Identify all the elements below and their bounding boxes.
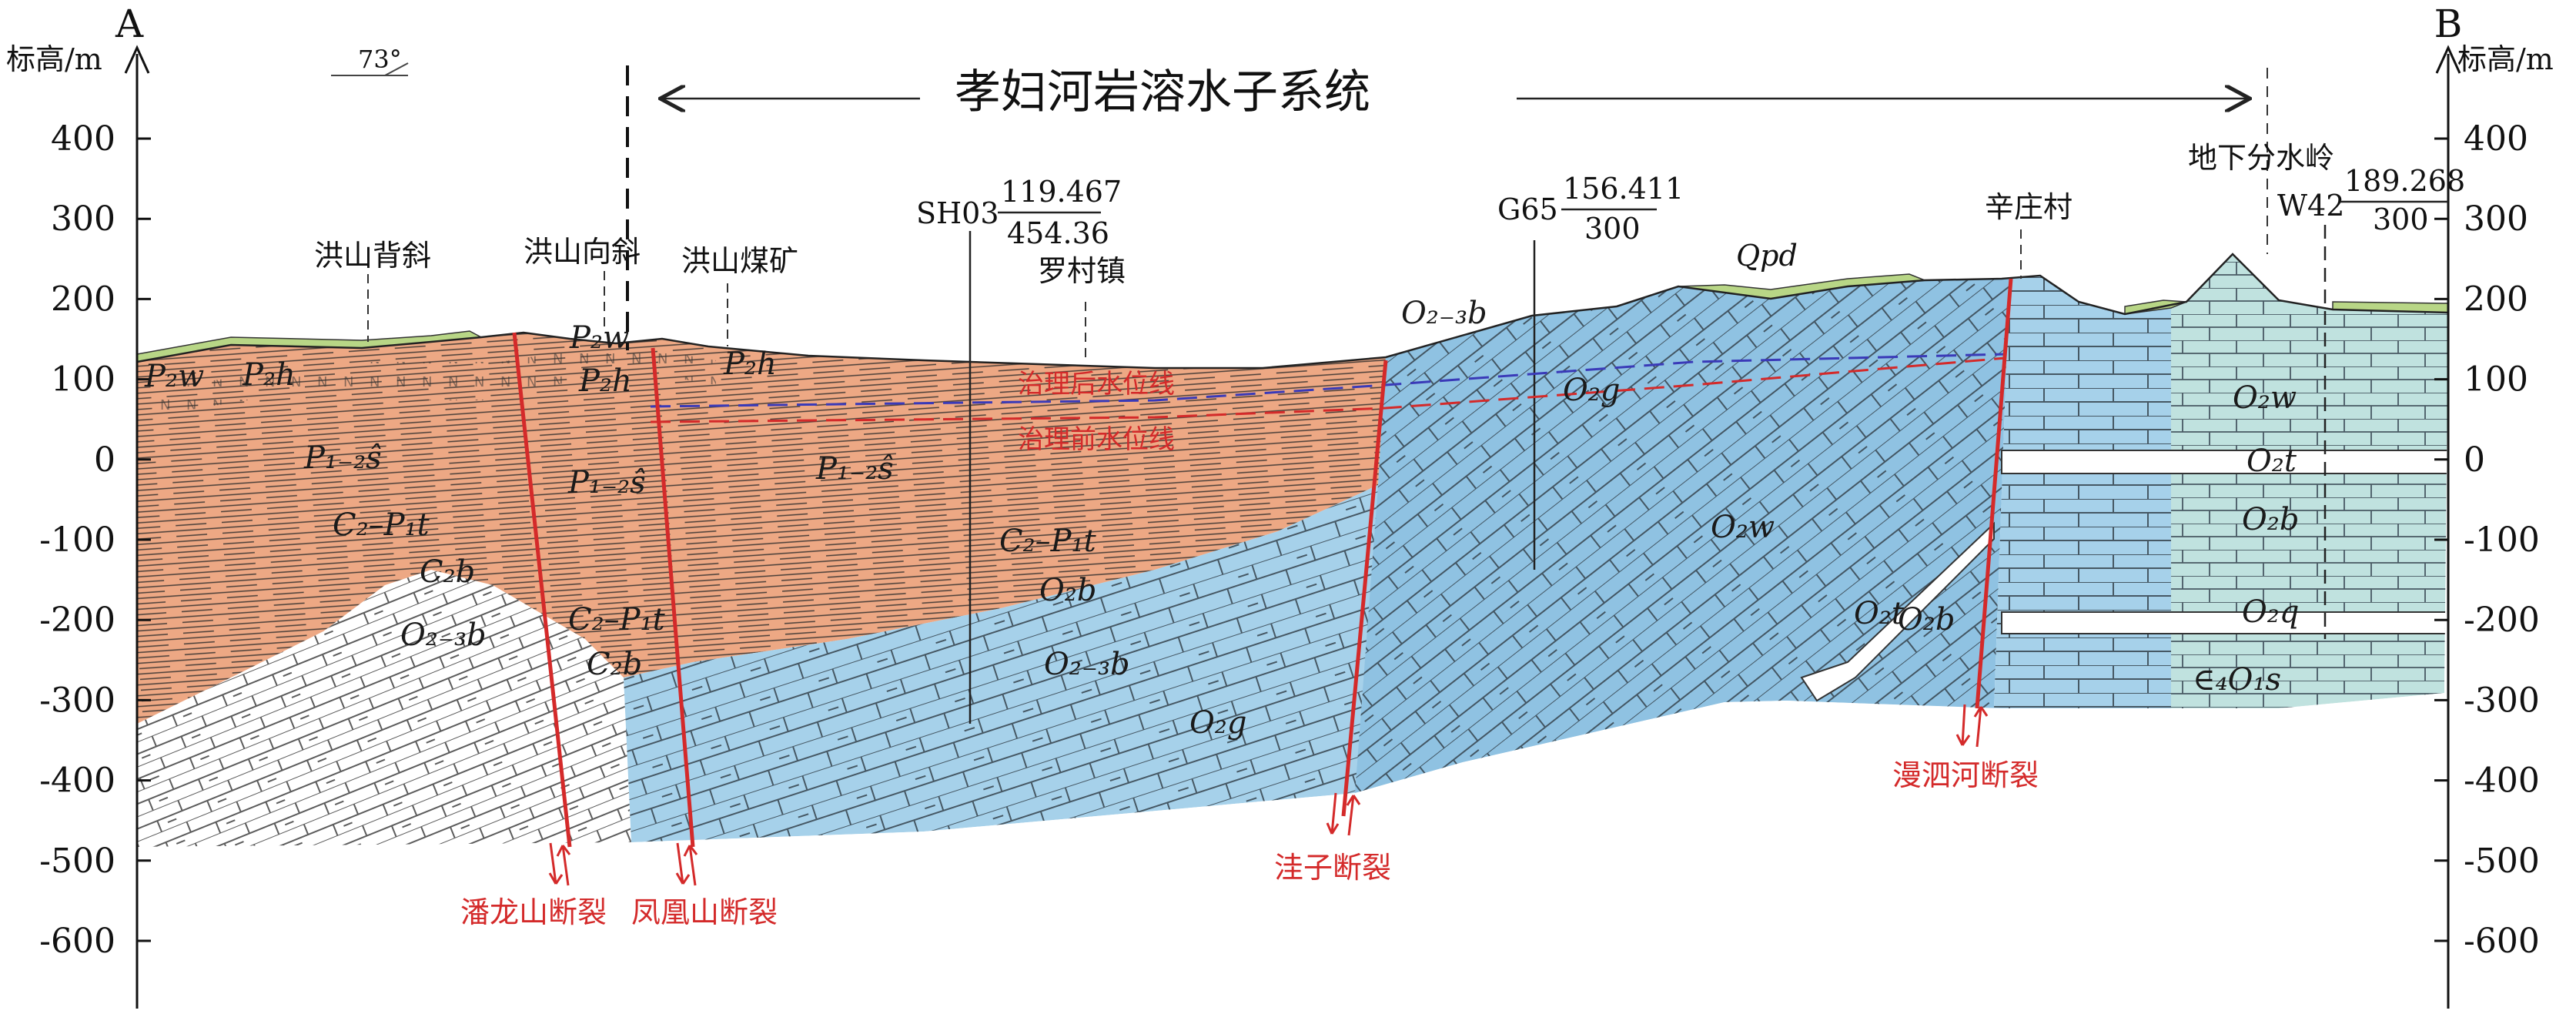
- svg-text:W42: W42: [2277, 189, 2344, 223]
- endpoint-b: B: [2434, 2, 2463, 46]
- stratum-labels: P₂w P₂h P₂w P₂h P₂h P₁₋₂ŝ P₁₋₂ŝ P₁₋₂ŝ C₂…: [144, 296, 2299, 741]
- right-tick-label: 100: [2464, 360, 2528, 400]
- label-xinzhuang: 辛庄村: [1985, 190, 2073, 224]
- svg-text:∈₄O₁s: ∈₄O₁s: [2193, 662, 2281, 698]
- left-tick-label: -200: [39, 601, 115, 640]
- svg-text:C₂–P₁t: C₂–P₁t: [999, 524, 1097, 559]
- left-tick-label: 300: [51, 199, 115, 239]
- water-level-before: [650, 356, 2006, 423]
- left-tick-label: -300: [39, 681, 115, 720]
- right-tick-label: -600: [2464, 922, 2540, 961]
- right-tick-label: -400: [2464, 761, 2540, 801]
- svg-text:P₂h: P₂h: [723, 346, 777, 382]
- svg-text:156.411: 156.411: [1563, 172, 1684, 206]
- svg-text:P₁₋₂ŝ: P₁₋₂ŝ: [567, 465, 646, 500]
- svg-text:P₂w: P₂w: [144, 359, 204, 394]
- svg-text:O₂b: O₂b: [1898, 602, 1955, 637]
- svg-text:454.36: 454.36: [1007, 216, 1109, 250]
- well-w42: W42 189.268 300: [2277, 164, 2465, 236]
- water-level-after: [650, 353, 2006, 408]
- svg-text:C₂–P₁t: C₂–P₁t: [568, 602, 666, 637]
- right-axis-ticks: 400 300 200 100 0 -100 -200 -300 -400 -500 -600: [2434, 119, 2540, 961]
- label-hongshan-mine: 洪山煤矿: [681, 244, 798, 278]
- label-hongshan-syncline: 洪山向斜: [524, 235, 641, 269]
- svg-text:O₂w: O₂w: [1711, 510, 1775, 545]
- svg-text:300: 300: [2373, 202, 2429, 236]
- svg-text:189.268: 189.268: [2344, 164, 2465, 198]
- label-watershed: 地下分水岭: [2188, 141, 2334, 175]
- svg-text:O₂q: O₂q: [2242, 594, 2299, 630]
- left-tick-label: -400: [39, 761, 115, 801]
- left-tick-label: 200: [51, 279, 115, 319]
- left-tick-label: -100: [39, 520, 115, 560]
- svg-text:119.467: 119.467: [1001, 175, 1122, 209]
- svg-text:SH03: SH03: [916, 196, 999, 230]
- right-axis-label: 标高/m: [2457, 42, 2554, 76]
- fault-wazi: 洼子断裂: [1274, 851, 1391, 885]
- coal-bearing-band: [154, 348, 716, 416]
- right-tick-label: -300: [2464, 681, 2540, 720]
- svg-text:O₂b: O₂b: [1039, 573, 1096, 608]
- svg-text:C₂b: C₂b: [587, 647, 642, 682]
- fault-lines: [512, 278, 2013, 848]
- svg-text:P₂h: P₂h: [578, 363, 632, 399]
- o2t-band-upper: [2001, 450, 2448, 474]
- right-tick-label: 0: [2464, 440, 2485, 480]
- water-level-before-label: 治理前水位线: [1018, 424, 1175, 455]
- left-tick-label: -600: [39, 922, 115, 961]
- well-g65: G65 156.411 300: [1497, 172, 1684, 246]
- right-axis: [2435, 45, 2461, 1009]
- label-qpd: Qpd: [1736, 239, 1798, 273]
- right-tick-label: 400: [2464, 119, 2528, 159]
- right-tick-label: 200: [2464, 279, 2528, 319]
- dip-label: 73°: [358, 45, 402, 74]
- svg-text:O₂g: O₂g: [1563, 373, 1620, 408]
- left-tick-label: 0: [94, 440, 115, 480]
- endpoint-a: A: [115, 2, 144, 46]
- svg-text:G65: G65: [1497, 192, 1558, 226]
- svg-text:C₂–P₁t: C₂–P₁t: [333, 507, 430, 543]
- water-level-after-label: 治理后水位线: [1018, 369, 1175, 400]
- right-tick-label: -200: [2464, 601, 2540, 640]
- svg-text:P₂h: P₂h: [242, 357, 296, 393]
- right-tick-label: -100: [2464, 520, 2540, 560]
- fault-panlongshan: 潘龙山断裂: [460, 895, 607, 929]
- svg-text:300: 300: [1584, 212, 1641, 246]
- right-tick-label: 300: [2464, 199, 2528, 239]
- svg-text:O₂t: O₂t: [2246, 443, 2297, 479]
- svg-text:O₂₋₃b: O₂₋₃b: [1401, 296, 1487, 331]
- well-sh03: SH03 119.467 454.36: [916, 175, 1122, 250]
- o2t-band-lower: [2001, 611, 2448, 634]
- svg-text:O₂g: O₂g: [1189, 705, 1246, 741]
- figure-title: 孝妇河岩溶水子系统: [955, 65, 1370, 119]
- svg-text:C₂b: C₂b: [420, 554, 475, 590]
- left-tick-label: 100: [51, 360, 115, 400]
- left-tick-label: -500: [39, 842, 115, 881]
- left-axis-ticks: 400 300 200 100 0 -100 -200 -300 -400 -500 -600: [39, 119, 151, 961]
- svg-text:O₂w: O₂w: [2233, 380, 2297, 416]
- svg-text:O₂₋₃b: O₂₋₃b: [1044, 647, 1130, 682]
- label-hongshan-anticline: 洪山背斜: [314, 239, 431, 273]
- svg-text:O₂t: O₂t: [1854, 596, 1905, 631]
- right-tick-label: -500: [2464, 842, 2540, 881]
- left-axis-label: 标高/m: [6, 42, 102, 76]
- fault-mansihe: 漫泗河断裂: [1892, 758, 2039, 792]
- o2t-oblique-band: [1800, 521, 1995, 702]
- label-luocun: 罗村镇: [1038, 254, 1126, 288]
- fault-fenghuangshan: 凤凰山断裂: [631, 895, 778, 929]
- svg-text:P₂w: P₂w: [569, 320, 629, 356]
- left-tick-label: 400: [51, 119, 115, 159]
- svg-text:O₂b: O₂b: [2242, 502, 2299, 537]
- svg-text:P₁₋₂ŝ: P₁₋₂ŝ: [303, 440, 382, 476]
- svg-text:O₂₋₃b: O₂₋₃b: [400, 617, 487, 653]
- left-axis: [124, 45, 150, 1009]
- svg-text:P₁₋₂ŝ: P₁₋₂ŝ: [815, 451, 894, 487]
